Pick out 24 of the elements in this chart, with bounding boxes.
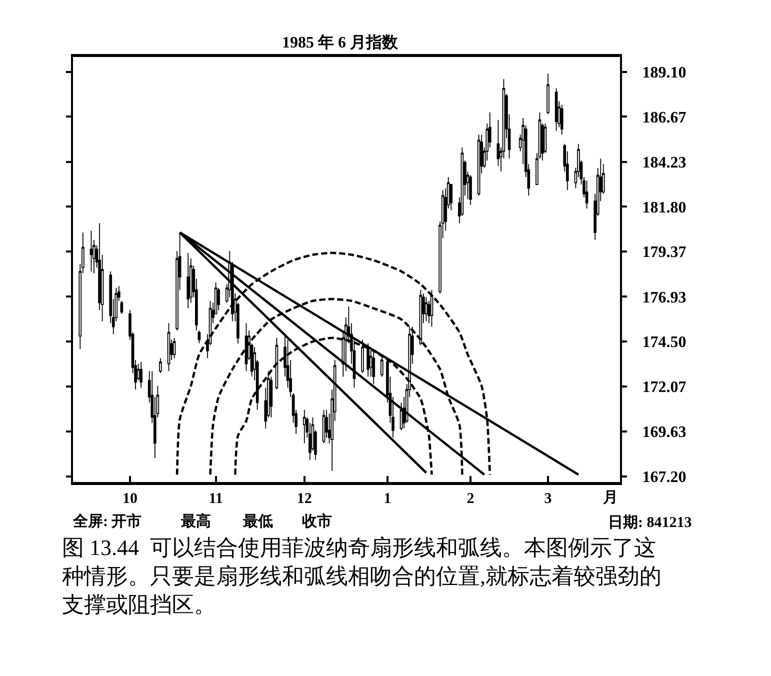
x-tick-label: 11 [208, 491, 223, 507]
x-tick-label: 10 [122, 491, 138, 507]
y-tick-label: 176.93 [642, 289, 686, 306]
y-tick-label: 189.10 [642, 64, 686, 82]
y-tick-label: 167.20 [642, 469, 686, 486]
text: 全屏: 开市 [72, 512, 142, 530]
x-tick-label: 2 [466, 491, 474, 507]
x-tick-label: 1 [384, 491, 392, 507]
x-tick-label: 12 [296, 491, 312, 507]
chart-title: 1985 年 6 月指数 [282, 34, 399, 52]
x-tick-label: 3 [544, 491, 552, 507]
y-tick-label: 184.23 [642, 154, 686, 172]
text: 日期: 841213 [608, 514, 692, 531]
y-tick-label: 174.50 [642, 334, 686, 352]
y-tick-label: 186.67 [642, 109, 686, 126]
text: 收市 [302, 512, 332, 530]
y-tick-label: 179.37 [642, 244, 686, 262]
y-tick-label: 172.07 [642, 379, 686, 396]
caption: 图 13.44 可以结合使用菲波纳奇扇形线和弧线。本图例示了这种情形。只要是扇形线和弧线相吻合的位置,就标志着较强劲的支撑或阻挡区。 [62, 535, 662, 618]
text: 最低 [242, 513, 273, 530]
y-tick-label: 169.63 [642, 424, 686, 442]
text: 最高 [180, 512, 211, 530]
y-tick-label: 181.80 [642, 199, 686, 216]
x-axis-title: 月 [602, 490, 618, 506]
